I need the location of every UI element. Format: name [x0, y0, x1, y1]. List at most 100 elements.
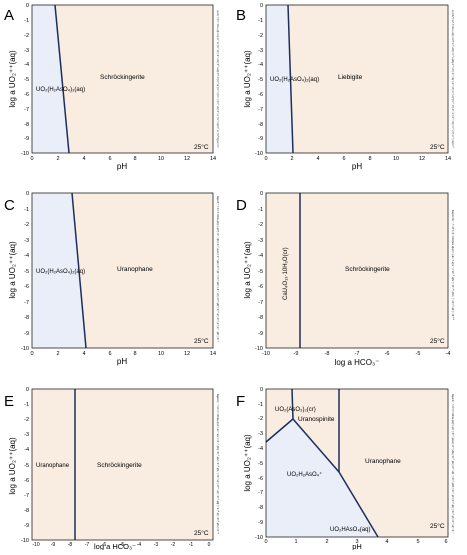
- region-label: Schröckingerite: [97, 462, 142, 469]
- y-axis-label: log a UO₂⁺⁺(aq): [243, 241, 252, 299]
- conditions-note: Diagram UO₂⁺⁺, T = 25 °C, P = 1.013 bars…: [216, 394, 220, 534]
- svg-text:6: 6: [342, 156, 345, 162]
- x-axis-label: pH: [117, 357, 127, 366]
- y-tick-labels: 0 -1 -2 -3 -4 -5 -6 -7 -8 -9 -10: [255, 191, 263, 352]
- svg-text:0: 0: [30, 156, 33, 162]
- svg-text:0: 0: [264, 539, 267, 545]
- svg-text:2: 2: [325, 539, 328, 545]
- svg-text:6: 6: [444, 539, 447, 545]
- x-axis-label: pH: [352, 542, 362, 550]
- temperature-label: 25°C: [194, 529, 209, 537]
- y-axis-label: log a UO₂⁺⁺(aq): [8, 50, 17, 108]
- plot-frame: [31, 4, 214, 154]
- svg-text:-7: -7: [24, 493, 29, 499]
- svg-text:-3: -3: [258, 48, 263, 54]
- region-label: Uranophane: [365, 458, 401, 465]
- panel-letter: D: [236, 197, 247, 214]
- x-tick-labels: -10 -9 -8 -7 -6 -5 -4 -3 -2 -1 0: [32, 542, 210, 548]
- svg-text:-10: -10: [21, 151, 29, 157]
- svg-text:-6: -6: [258, 284, 263, 290]
- svg-text:-8: -8: [24, 508, 29, 514]
- svg-text:-3: -3: [258, 431, 263, 437]
- mineral-field: [266, 5, 448, 153]
- svg-text:-5: -5: [416, 351, 421, 357]
- svg-text:-6: -6: [24, 92, 29, 98]
- y-tick-labels: 0 -1 -2 -3 -4 -5 -6 -7 -8 -9 -10: [21, 3, 29, 157]
- mineral-field: [266, 193, 448, 348]
- svg-text:-8: -8: [68, 542, 73, 548]
- panel-a: A UO₂(H₂AsO₄)₂(aq) Schröckingerite 25°C …: [4, 3, 220, 171]
- svg-text:-2: -2: [171, 542, 176, 548]
- svg-text:-1: -1: [189, 542, 194, 548]
- svg-text:-9: -9: [258, 136, 263, 142]
- conditions-note: Diagram UO₂⁺⁺, T = 25 °C, P = 1.013 bars…: [216, 10, 220, 148]
- panel-b: B UO₂(H₂AsO₄)₂(aq) Liebigite 25°C 0 -1 -…: [236, 3, 455, 171]
- region-label: UO₂HAsO₄(aq): [330, 527, 370, 533]
- region-label: Uranophane: [36, 463, 70, 469]
- svg-text:8: 8: [133, 156, 136, 162]
- svg-text:-10: -10: [255, 535, 263, 541]
- svg-text:-10: -10: [255, 151, 263, 157]
- svg-text:-1: -1: [258, 207, 263, 213]
- region-label: UO₂(H₂AsO₄)₂(aq): [270, 77, 319, 83]
- x-tick-labels: -10 -9 -8 -7 -6 -5 -4: [262, 351, 450, 357]
- phase-boundary: [287, 4, 294, 154]
- svg-text:-9: -9: [24, 523, 29, 529]
- svg-text:-8: -8: [24, 122, 29, 128]
- y-axis-label: log a UO₂⁺⁺(aq): [243, 434, 252, 492]
- svg-text:5: 5: [416, 539, 419, 545]
- svg-text:1: 1: [294, 539, 297, 545]
- temperature-label: 25°C: [430, 143, 445, 151]
- x-axis-label: pH: [117, 162, 127, 171]
- svg-text:-6: -6: [102, 542, 107, 548]
- svg-text:4: 4: [82, 156, 85, 162]
- y-tick-labels: 0 -1 -2 -3 -4 -5 -6 -7 -8 -9 -10: [21, 387, 29, 544]
- conditions-note: Diagram UO₂⁺⁺, T = 25 °C, P = 1.013 bars…: [451, 210, 455, 320]
- svg-text:2: 2: [290, 156, 293, 162]
- svg-text:3: 3: [355, 539, 358, 545]
- svg-text:0: 0: [208, 542, 211, 548]
- x-tick-labels: 0 2 4 6 8 10 12 14: [30, 156, 216, 162]
- svg-text:-4: -4: [258, 446, 263, 452]
- panel-c: C UO₂(H₂AsO₄)₂(aq) Uranophane 25°C 0 -1 …: [4, 191, 220, 366]
- svg-text:-5: -5: [24, 463, 29, 469]
- svg-text:-1: -1: [24, 402, 29, 408]
- svg-text:-9: -9: [51, 542, 56, 548]
- panel-letter: E: [4, 393, 14, 410]
- y-tick-labels: 0 -1 -2 -3 -4 -5 -6 -7 -8 -9 -10: [255, 387, 263, 541]
- svg-text:0: 0: [26, 3, 29, 9]
- plot-frame: [265, 192, 449, 349]
- svg-text:-8: -8: [325, 351, 330, 357]
- x-tick-labels: 0 1 2 3 4 5 6: [264, 539, 447, 545]
- svg-text:0: 0: [260, 387, 263, 393]
- panel-f: F UO₂(AsO₃)₂(cr) Uranospinite UO₂H₂AsO₄⁺…: [236, 387, 455, 551]
- svg-text:0: 0: [30, 351, 33, 357]
- temperature-label: 25°C: [194, 337, 209, 345]
- svg-text:-1: -1: [258, 18, 263, 24]
- phase-boundaries: [265, 388, 379, 538]
- plot-frame: [265, 388, 449, 538]
- x-axis-label: log a HCO₃⁻: [335, 358, 380, 367]
- svg-text:-2: -2: [258, 33, 263, 39]
- region-label: CaU₄O₁₃·10H₂O(cr): [283, 247, 289, 300]
- panel-d: D CaU₄O₁₃·10H₂O(cr) Schröckingerite 25°C…: [236, 191, 455, 367]
- svg-text:-7: -7: [258, 107, 263, 113]
- svg-text:-5: -5: [258, 269, 263, 275]
- svg-text:6: 6: [108, 351, 111, 357]
- svg-text:-5: -5: [258, 77, 263, 83]
- svg-text:-10: -10: [21, 538, 29, 544]
- svg-text:-10: -10: [32, 542, 39, 548]
- conditions-note: Diagram UO₂⁺⁺, T = 25 °C, P = 1.013 bars…: [451, 394, 455, 534]
- svg-text:10: 10: [393, 156, 399, 162]
- region-label: Schröckingerite: [345, 266, 390, 273]
- svg-text:-6: -6: [24, 284, 29, 290]
- panel-e: E Uranophane Schröckingerite 25°C 0 -1 -…: [4, 387, 220, 551]
- phase-boundary: [54, 4, 70, 154]
- region-label: UO₂H₂AsO₄⁺: [287, 471, 322, 478]
- x-axis-label: pH: [352, 162, 362, 171]
- svg-text:14: 14: [445, 156, 451, 162]
- svg-text:4: 4: [82, 351, 85, 357]
- svg-text:-2: -2: [24, 222, 29, 228]
- temperature-label: 25°C: [430, 522, 445, 530]
